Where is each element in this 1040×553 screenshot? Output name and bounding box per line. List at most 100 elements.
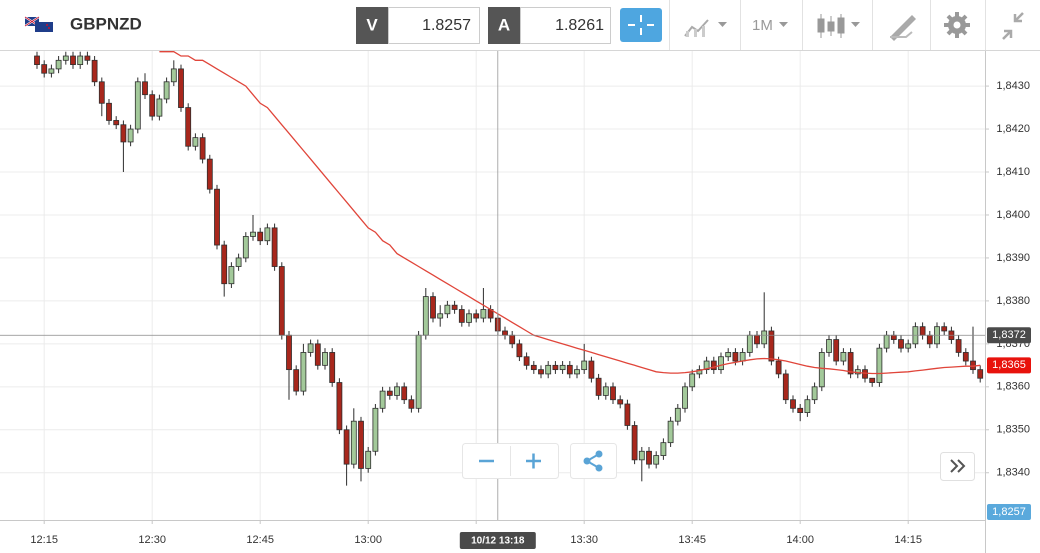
candle-body bbox=[142, 81, 148, 96]
candle-body bbox=[890, 334, 897, 340]
candle-body bbox=[818, 352, 825, 388]
candle-body bbox=[746, 334, 753, 353]
x-tick-label: 12:30 bbox=[138, 534, 166, 546]
candle-body bbox=[264, 227, 271, 242]
candle-body bbox=[379, 390, 386, 409]
candle-body bbox=[790, 399, 796, 409]
candle-body bbox=[732, 352, 739, 362]
candle-body bbox=[847, 352, 854, 375]
candle-body bbox=[977, 369, 984, 379]
candle-body bbox=[314, 343, 321, 366]
candle-body bbox=[926, 334, 933, 345]
candle-body bbox=[98, 81, 105, 104]
candle-body bbox=[941, 326, 948, 332]
candle-body bbox=[278, 266, 285, 336]
candle-body bbox=[430, 296, 436, 319]
candle-body bbox=[84, 55, 91, 61]
candle-body bbox=[610, 386, 616, 401]
sell-label[interactable]: V bbox=[366, 15, 378, 34]
candle-body bbox=[106, 102, 112, 121]
candle-body bbox=[192, 137, 199, 147]
candle-body bbox=[242, 236, 249, 259]
candle-body bbox=[77, 55, 84, 66]
scroll-right-button[interactable] bbox=[940, 452, 975, 481]
sell-button[interactable] bbox=[356, 7, 388, 44]
sell-price-box[interactable] bbox=[388, 7, 480, 44]
candle-body bbox=[538, 369, 544, 375]
sell-price[interactable]: 1.8257 bbox=[422, 17, 471, 34]
candle-body bbox=[595, 377, 602, 396]
buy-price[interactable]: 1.8261 bbox=[555, 17, 604, 34]
candle-body bbox=[754, 334, 760, 345]
candle-body bbox=[566, 364, 573, 375]
candle-body bbox=[725, 352, 732, 358]
y-tick-label: 1,8340 bbox=[996, 467, 1030, 479]
candle-body bbox=[336, 382, 343, 431]
buy-price-box[interactable] bbox=[520, 7, 611, 44]
candle-body bbox=[350, 420, 357, 465]
drawing-tools-button[interactable] bbox=[890, 15, 916, 41]
candle-body bbox=[372, 407, 379, 452]
candle-body bbox=[358, 420, 364, 469]
candle-body bbox=[703, 360, 710, 371]
candle-body bbox=[178, 68, 184, 108]
candle-body bbox=[466, 313, 472, 323]
candle-body bbox=[653, 455, 660, 465]
candle-body bbox=[833, 339, 840, 362]
chart-type-button[interactable] bbox=[684, 19, 727, 37]
timeframe[interactable]: 1M bbox=[752, 17, 773, 34]
candle-body bbox=[70, 55, 76, 66]
candle-body bbox=[516, 343, 523, 358]
candle-body bbox=[293, 369, 300, 392]
candle-body bbox=[250, 231, 256, 237]
candle-body bbox=[782, 373, 789, 401]
candle-body bbox=[696, 369, 703, 375]
share-button[interactable] bbox=[583, 450, 603, 472]
candle-body bbox=[523, 356, 530, 366]
flag-icon bbox=[24, 16, 53, 32]
candle-type-button[interactable] bbox=[817, 14, 860, 38]
candle-body bbox=[718, 356, 724, 371]
candle-body bbox=[415, 334, 422, 409]
candle-body bbox=[869, 377, 876, 383]
candle-body bbox=[631, 425, 638, 461]
candle-body bbox=[797, 407, 804, 413]
candle-body bbox=[48, 68, 55, 74]
candle-body bbox=[451, 304, 458, 310]
candle-body bbox=[840, 352, 847, 362]
crosshair-x-badge bbox=[459, 532, 536, 549]
crosshair-x-label: 10/12 13:18 bbox=[471, 536, 525, 547]
candle-body bbox=[199, 137, 206, 160]
buy-label[interactable]: A bbox=[498, 15, 510, 34]
candle-body bbox=[883, 334, 890, 349]
candle-body bbox=[271, 227, 278, 267]
settings-button[interactable] bbox=[944, 12, 970, 38]
x-tick-label: 12:15 bbox=[30, 534, 58, 546]
crosshair-button[interactable] bbox=[620, 8, 662, 42]
candle-body bbox=[170, 68, 177, 83]
candle-body bbox=[55, 59, 62, 70]
y-tick-label: 1,8410 bbox=[996, 166, 1030, 178]
x-tick-label: 14:15 bbox=[894, 534, 922, 546]
candle-body bbox=[955, 339, 962, 353]
collapse-button[interactable] bbox=[1002, 12, 1024, 40]
candle-body bbox=[602, 386, 609, 396]
candle-body bbox=[761, 330, 768, 345]
y-tick-label: 1,8430 bbox=[996, 80, 1030, 92]
timeframe-arrow[interactable] bbox=[779, 22, 788, 27]
candle-body bbox=[300, 352, 307, 392]
symbol: GBPNZD bbox=[70, 14, 142, 33]
candle-body bbox=[365, 450, 372, 469]
zoom-in-button[interactable] bbox=[526, 453, 541, 469]
candle-body bbox=[41, 64, 48, 74]
candle-body bbox=[113, 120, 120, 126]
buy-button[interactable] bbox=[488, 7, 520, 44]
candle-body bbox=[689, 373, 696, 388]
toolbar-separators bbox=[669, 0, 986, 50]
candle-body bbox=[775, 360, 782, 375]
candle-body bbox=[394, 386, 400, 396]
candle-body bbox=[739, 352, 746, 362]
candle-body bbox=[206, 158, 213, 190]
candle-body bbox=[437, 313, 444, 319]
